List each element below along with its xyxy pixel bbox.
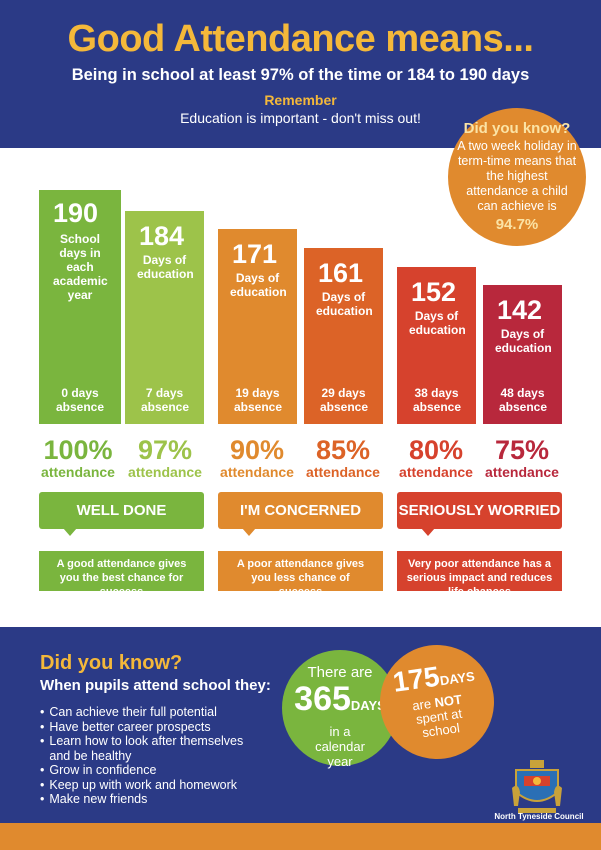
- bottom-heading: Did you know?: [40, 652, 183, 674]
- bar-label: Days of education: [409, 309, 466, 337]
- page-title: Good Attendance means...: [67, 18, 534, 60]
- banner-label: SERIOUSLY WORRIED: [398, 502, 561, 519]
- percent-value: 100%: [43, 435, 113, 465]
- bar-161: 161 Days of education 29 days absence: [304, 248, 383, 424]
- bar-days: 152: [411, 277, 457, 307]
- circle-top-text: There are: [307, 664, 373, 681]
- list-item: Keep up with work and homework: [40, 778, 264, 793]
- percent-value: 90%: [229, 435, 285, 465]
- circle-number: 365DAYS: [294, 680, 386, 718]
- attendance-80: 80% attendance: [395, 436, 477, 480]
- bar-171: 171 Days of education 19 days absence: [218, 229, 297, 424]
- banner-label: WELL DONE: [76, 502, 167, 519]
- bar-label: Days of education: [316, 290, 373, 318]
- bottom-subheading: When pupils attend school they:: [40, 677, 271, 694]
- banner-notch: [421, 528, 435, 536]
- percent-value: 75%: [494, 435, 550, 465]
- bar-days: 171: [232, 239, 278, 269]
- percent-label: attendance: [485, 464, 559, 480]
- bar-label: Days of education: [230, 271, 287, 299]
- did-you-know-circle: Did you know? A two week holiday in term…: [448, 108, 586, 246]
- note-poor: A poor attendance gives you less chance …: [218, 551, 383, 598]
- banner-notch: [242, 528, 256, 536]
- attendance-75: 75% attendance: [481, 436, 563, 480]
- banner-concerned: I'M CONCERNED: [218, 492, 383, 536]
- bar-days: 190: [53, 198, 99, 228]
- banner-well-done: WELL DONE: [39, 492, 204, 536]
- note-very-poor: Very poor attendance has a serious impac…: [397, 551, 562, 598]
- percent-label: attendance: [128, 464, 202, 480]
- percent-value: 85%: [315, 435, 371, 465]
- bar-142: 142 Days of education 48 days absence: [483, 285, 562, 424]
- bar-absence: 7 days absence: [141, 386, 190, 414]
- bar-days: 184: [139, 221, 185, 251]
- bar-label: Days of education: [137, 253, 194, 281]
- council-name: North Tyneside Council: [494, 812, 584, 821]
- page-subtitle: Being in school at least 97% of the time…: [71, 66, 530, 84]
- remember-heading: Remember: [264, 92, 337, 108]
- days-in-year-circle: There are 365DAYS in a calendar year: [282, 650, 398, 769]
- attendance-97: 97% attendance: [124, 436, 206, 480]
- circle-bottom-text: in a calendar year: [315, 724, 365, 769]
- percent-label: attendance: [41, 464, 115, 480]
- bar-absence: 29 days absence: [320, 386, 369, 414]
- footer-strip: [0, 823, 601, 850]
- attendance-100: 100% attendance: [37, 436, 119, 480]
- percent-label: attendance: [399, 464, 473, 480]
- council-crest-icon: [512, 760, 562, 813]
- attendance-85: 85% attendance: [302, 436, 384, 480]
- bar-label: Days of education: [495, 327, 552, 355]
- list-item: Make new friends: [40, 792, 264, 807]
- bar-184: 184 Days of education 7 days absence: [125, 211, 204, 424]
- banner-label: I'M CONCERNED: [239, 502, 362, 519]
- did-you-know-heading: Did you know?: [463, 120, 571, 137]
- bar-152: 152 Days of education 38 days absence: [397, 267, 476, 424]
- bar-absence: 38 days absence: [413, 386, 462, 414]
- benefits-list: Can achieve their full potential Have be…: [40, 705, 264, 807]
- list-item: Learn how to look after themselves and b…: [40, 734, 264, 763]
- did-you-know-percent: 94.7%: [495, 216, 539, 233]
- attendance-90: 90% attendance: [216, 436, 298, 480]
- bar-absence: 48 days absence: [499, 386, 548, 414]
- percent-value: 80%: [408, 435, 464, 465]
- bar-190: 190 School days in each academic year 0 …: [39, 190, 121, 424]
- percent-label: attendance: [220, 464, 294, 480]
- bar-days: 161: [318, 258, 364, 288]
- tagline: Education is important - don't miss out!: [180, 110, 421, 126]
- bar-absence: 0 days absence: [55, 386, 105, 414]
- bar-label: School days in each academic year: [53, 232, 108, 302]
- percent-value: 97%: [137, 435, 193, 465]
- note-good: A good attendance gives you the best cha…: [39, 551, 204, 598]
- percent-label: attendance: [306, 464, 380, 480]
- list-item: Grow in confidence: [40, 763, 264, 778]
- bar-days: 142: [497, 295, 543, 325]
- banner-notch: [63, 528, 77, 536]
- banner-seriously-worried: SERIOUSLY WORRIED: [397, 492, 562, 536]
- list-item: Have better career prospects: [40, 720, 264, 735]
- did-you-know-text: A two week holiday in term-time means th…: [457, 139, 577, 213]
- bar-absence: 19 days absence: [234, 386, 283, 414]
- list-item: Can achieve their full potential: [40, 705, 264, 720]
